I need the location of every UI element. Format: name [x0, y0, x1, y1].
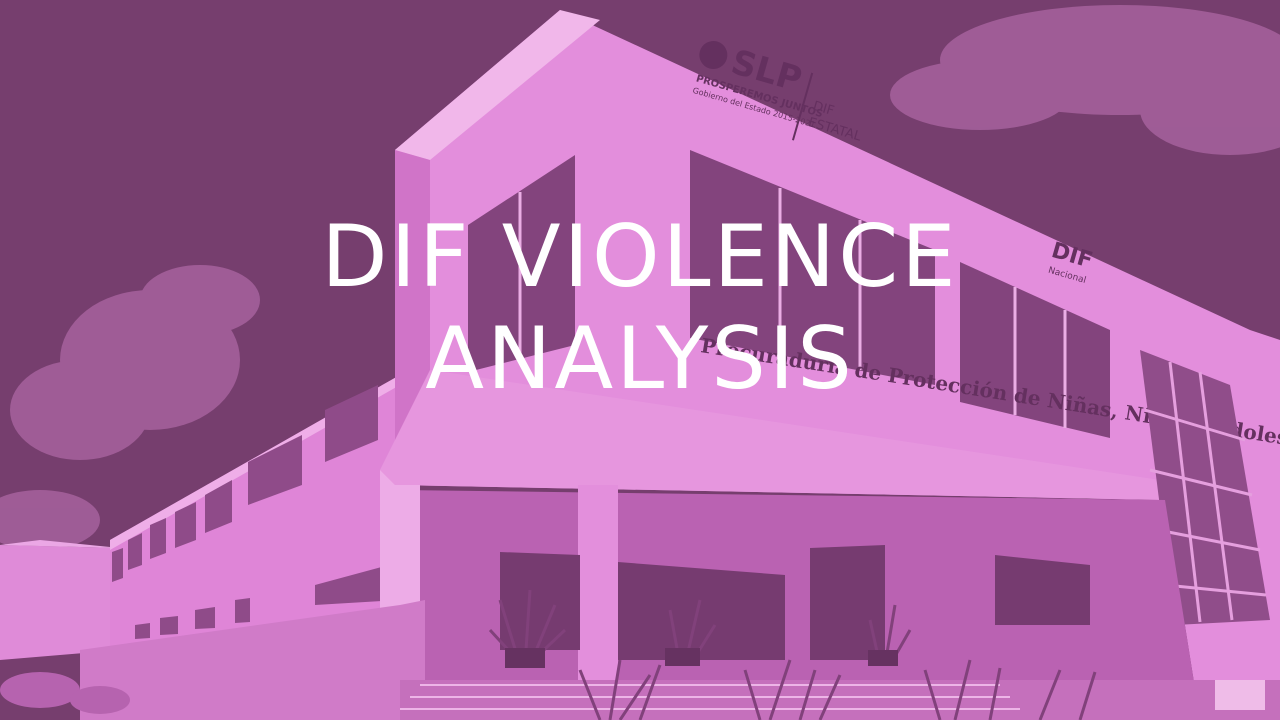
slp-logo-mark: [699, 41, 728, 70]
dif-estatal-top: DIF: [811, 99, 836, 119]
sign-band: [380, 370, 1165, 500]
pillar: [578, 485, 618, 685]
ground-windows: [500, 545, 1090, 660]
ramp-wall: [80, 600, 425, 720]
left-wing-windows: [112, 385, 400, 639]
title-line-2: ANALYSIS: [425, 309, 855, 409]
clouds: [0, 5, 1280, 550]
plants: [488, 589, 1097, 720]
upper-windows: [468, 150, 1110, 438]
page-title: DIF VIOLENCE ANALYSIS: [0, 206, 1280, 410]
title-line-1: DIF VIOLENCE: [321, 207, 959, 307]
left-annex: [0, 545, 120, 660]
